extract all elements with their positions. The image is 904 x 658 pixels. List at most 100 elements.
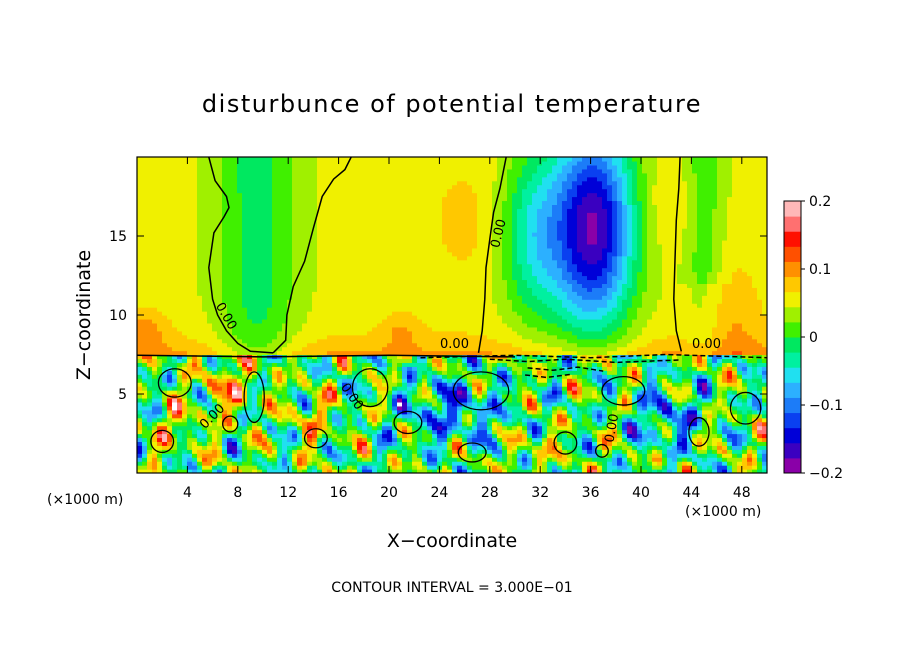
heatmap-cell xyxy=(432,429,438,435)
heatmap-cell xyxy=(437,358,443,363)
heatmap-cell xyxy=(212,394,218,399)
heatmap-cell xyxy=(252,157,258,162)
heatmap-cell xyxy=(352,243,358,249)
heatmap-cell xyxy=(292,291,298,296)
heatmap-cell xyxy=(267,318,273,324)
heatmap-cell xyxy=(342,311,348,316)
heatmap-cell xyxy=(252,326,258,332)
heatmap-cell xyxy=(232,449,238,454)
heatmap-cell xyxy=(352,441,358,446)
heatmap-cell xyxy=(272,417,278,423)
heatmap-cell xyxy=(387,425,393,431)
heatmap-cell xyxy=(162,358,168,363)
heatmap-cell xyxy=(427,350,433,356)
heatmap-cell xyxy=(167,236,173,241)
heatmap-cell xyxy=(227,461,233,466)
heatmap-cell xyxy=(322,318,328,324)
heatmap-cell xyxy=(227,441,233,446)
heatmap-cell xyxy=(222,350,228,356)
heatmap-cell xyxy=(257,192,263,198)
heatmap-cell xyxy=(447,378,453,383)
heatmap-cell xyxy=(242,180,248,186)
heatmap-cell xyxy=(222,338,228,344)
heatmap-cell xyxy=(157,409,163,415)
heatmap-cell xyxy=(187,267,193,273)
heatmap-cell xyxy=(162,239,168,245)
heatmap-cell xyxy=(277,469,283,473)
heatmap-cell xyxy=(197,279,203,284)
heatmap-cell xyxy=(232,397,238,403)
heatmap-cell xyxy=(402,358,408,363)
heatmap-cell xyxy=(202,236,208,241)
heatmap-cell xyxy=(427,164,433,170)
heatmap-cell xyxy=(237,362,243,367)
heatmap-cell xyxy=(337,433,343,439)
heatmap-cell xyxy=(342,279,348,284)
heatmap-cell xyxy=(267,382,273,387)
heatmap-cell xyxy=(137,453,143,458)
heatmap-cell xyxy=(387,220,393,225)
heatmap-cell xyxy=(327,283,333,288)
heatmap-cell xyxy=(257,417,263,423)
heatmap-cell xyxy=(342,283,348,288)
heatmap-cell xyxy=(212,378,218,383)
heatmap-cell xyxy=(357,247,363,253)
heatmap-cell xyxy=(282,239,288,245)
heatmap-cell xyxy=(392,315,398,320)
heatmap-cell xyxy=(237,405,243,411)
heatmap-cell xyxy=(272,378,278,383)
heatmap-cell xyxy=(252,283,258,288)
heatmap-cell xyxy=(347,433,353,439)
heatmap-cell xyxy=(262,390,268,395)
heatmap-cell xyxy=(322,342,328,348)
heatmap-cell xyxy=(222,382,228,387)
heatmap-cell xyxy=(262,180,268,186)
heatmap-cell xyxy=(307,180,313,186)
heatmap-cell xyxy=(402,330,408,336)
heatmap-cell xyxy=(407,232,413,237)
heatmap-cell xyxy=(307,390,313,395)
heatmap-cell xyxy=(367,295,373,300)
heatmap-cell xyxy=(202,239,208,245)
heatmap-cell xyxy=(237,243,243,249)
heatmap-cell xyxy=(382,354,388,360)
heatmap-cell xyxy=(352,168,358,174)
heatmap-cell xyxy=(422,397,428,403)
heatmap-cell xyxy=(352,212,358,217)
heatmap-cell xyxy=(187,425,193,431)
heatmap-cell xyxy=(257,267,263,273)
heatmap-cell xyxy=(142,208,148,213)
heatmap-cell xyxy=(222,160,228,166)
heatmap-cell xyxy=(247,188,253,194)
heatmap-cell xyxy=(247,409,253,415)
heatmap-cell xyxy=(417,303,423,308)
heatmap-cell xyxy=(217,326,223,332)
heatmap-cell xyxy=(207,287,213,292)
heatmap-cell xyxy=(157,228,163,233)
heatmap-cell xyxy=(312,330,318,336)
heatmap-cell xyxy=(367,441,373,446)
heatmap-cell xyxy=(182,441,188,446)
heatmap-cell xyxy=(442,232,448,237)
heatmap-cell xyxy=(387,303,393,308)
heatmap-cell xyxy=(377,196,383,202)
heatmap-cell xyxy=(242,247,248,253)
heatmap-cell xyxy=(337,453,343,458)
heatmap-cell xyxy=(207,409,213,415)
heatmap-cell xyxy=(232,188,238,194)
heatmap-cell xyxy=(267,386,273,391)
heatmap-cell xyxy=(362,374,368,379)
heatmap-cell xyxy=(142,303,148,308)
heatmap-cell xyxy=(377,437,383,442)
heatmap-cell xyxy=(392,228,398,233)
heatmap-cell xyxy=(422,315,428,320)
heatmap-cell xyxy=(387,405,393,411)
heatmap-cell xyxy=(252,445,258,450)
heatmap-cell xyxy=(287,461,293,466)
heatmap-cell xyxy=(237,259,243,265)
heatmap-cell xyxy=(422,164,428,170)
heatmap-cell xyxy=(207,437,213,442)
heatmap-cell xyxy=(147,401,153,407)
heatmap-cell xyxy=(272,394,278,399)
heatmap-cell xyxy=(252,425,258,431)
